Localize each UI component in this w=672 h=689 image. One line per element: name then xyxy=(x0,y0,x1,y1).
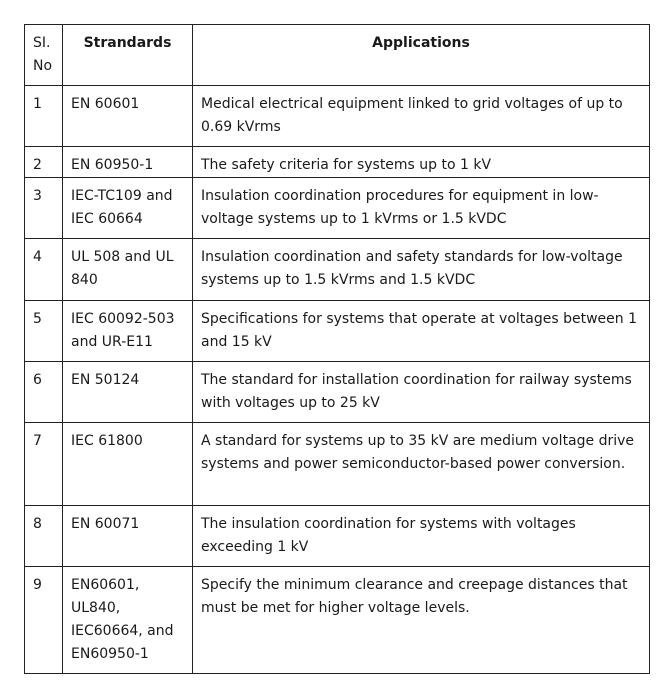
standards-table: SI. No Strandards Applications 1 EN 60601… xyxy=(24,24,650,674)
table-row: 5 IEC 60092-503 and UR-E11 Specifications … xyxy=(24,300,650,362)
cell-no: 2 xyxy=(24,146,63,178)
table-row: 3 IEC-TC109 and IEC 60664 Insulation coord… xyxy=(24,177,650,239)
header-standards: Strandards xyxy=(62,24,193,86)
cell-application: Medical electrical equipment linked to g… xyxy=(192,85,650,147)
header-row: SI. No Strandards Applications xyxy=(24,24,650,86)
cell-application: Insulation coordination procedures for e… xyxy=(192,177,650,239)
cell-application: The insulation coordination for systems … xyxy=(192,505,650,567)
cell-no: 3 xyxy=(24,177,63,239)
cell-standard: EN 60071 xyxy=(62,505,193,567)
cell-standard: IEC 60092-503 and UR-E11 xyxy=(62,300,193,362)
cell-application: The safety criteria for systems up to 1 … xyxy=(192,146,650,178)
cell-application: Specify the minimum clearance and creepa… xyxy=(192,566,650,674)
cell-standard: IEC 61800 xyxy=(62,422,193,506)
cell-application: Specifications for systems that operate … xyxy=(192,300,650,362)
cell-standard: EN 60601 xyxy=(62,85,193,147)
table-row: 1 EN 60601 Medical electrical equipment li… xyxy=(24,85,650,147)
cell-application: The standard for installation coordinati… xyxy=(192,361,650,423)
cell-no: 6 xyxy=(24,361,63,423)
table-row: 4 UL 508 and UL 840 Insulation coordinatio… xyxy=(24,238,650,301)
table-row: 6 EN 50124 The standard for installation c… xyxy=(24,361,650,423)
cell-application: Insulation coordination and safety stand… xyxy=(192,238,650,301)
cell-no: 8 xyxy=(24,505,63,567)
table-row: 9 EN60601, UL840, IEC60664, and EN60950-1… xyxy=(24,566,650,674)
cell-no: 5 xyxy=(24,300,63,362)
table-row: 2 EN 60950-1 The safety criteria for syste… xyxy=(24,146,650,178)
cell-no: 7 xyxy=(24,422,63,506)
cell-standard: EN 50124 xyxy=(62,361,193,423)
cell-standard: EN60601, UL840, IEC60664, and EN60950-1 xyxy=(62,566,193,674)
cell-no: 4 xyxy=(24,238,63,301)
cell-application: A standard for systems up to 35 kV are m… xyxy=(192,422,650,506)
table-row: 7 IEC 61800 A standard for systems up to 3… xyxy=(24,422,650,506)
cell-standard: IEC-TC109 and IEC 60664 xyxy=(62,177,193,239)
cell-no: 1 xyxy=(24,85,63,147)
cell-no: 9 xyxy=(24,566,63,674)
table-row: 8 EN 60071 The insulation coordination for… xyxy=(24,505,650,567)
cell-standard: EN 60950-1 xyxy=(62,146,193,178)
header-applications: Applications xyxy=(192,24,650,86)
header-si-no: SI. No xyxy=(24,24,63,86)
cell-standard: UL 508 and UL 840 xyxy=(62,238,193,301)
